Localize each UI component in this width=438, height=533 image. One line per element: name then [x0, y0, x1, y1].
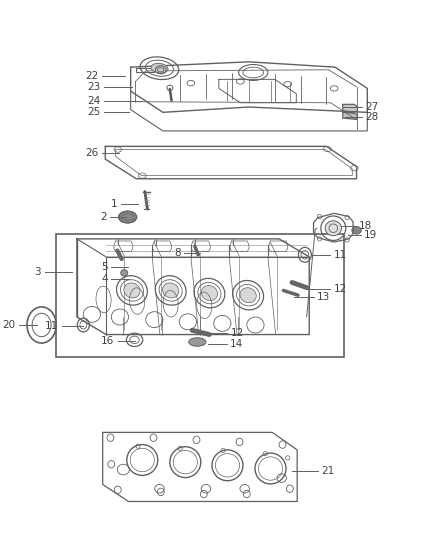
Text: 2: 2: [100, 212, 107, 222]
Text: 16: 16: [101, 336, 114, 346]
Text: 18: 18: [358, 221, 371, 231]
Text: 14: 14: [230, 339, 243, 349]
Polygon shape: [342, 112, 357, 119]
Text: 11: 11: [332, 250, 346, 260]
Text: 22: 22: [85, 71, 98, 81]
Text: 28: 28: [364, 111, 378, 122]
Text: 26: 26: [85, 148, 98, 158]
Ellipse shape: [162, 283, 178, 298]
Text: 12: 12: [230, 328, 244, 338]
Text: 1: 1: [110, 199, 117, 209]
Text: 12: 12: [332, 284, 346, 294]
Text: 23: 23: [87, 82, 100, 92]
Text: 11: 11: [45, 321, 58, 331]
Text: 24: 24: [87, 95, 100, 106]
Ellipse shape: [240, 288, 256, 303]
Ellipse shape: [201, 286, 217, 301]
Ellipse shape: [188, 338, 205, 346]
Text: 21: 21: [321, 466, 334, 476]
Text: 25: 25: [87, 107, 100, 117]
Text: 27: 27: [364, 102, 378, 112]
Polygon shape: [342, 104, 357, 113]
Ellipse shape: [124, 283, 140, 298]
Ellipse shape: [325, 221, 341, 236]
Text: 4: 4: [101, 274, 108, 284]
Text: 13: 13: [316, 292, 329, 302]
Text: 20: 20: [2, 320, 15, 330]
Ellipse shape: [118, 211, 136, 223]
Bar: [56, 233, 343, 357]
Ellipse shape: [351, 227, 360, 234]
Text: 8: 8: [174, 248, 180, 258]
Ellipse shape: [151, 63, 168, 73]
Text: 5: 5: [101, 262, 108, 272]
Ellipse shape: [120, 270, 127, 276]
Text: 3: 3: [35, 267, 41, 277]
Text: 19: 19: [364, 230, 377, 240]
